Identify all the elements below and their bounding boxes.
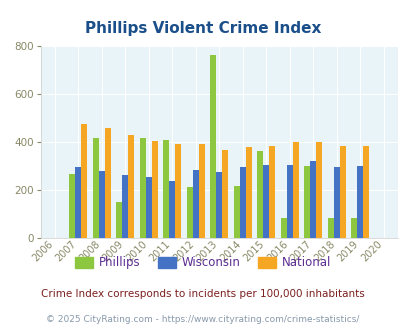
Text: Phillips Violent Crime Index: Phillips Violent Crime Index — [85, 21, 320, 36]
Text: Crime Index corresponds to incidents per 100,000 inhabitants: Crime Index corresponds to incidents per… — [41, 289, 364, 299]
Bar — [122, 175, 128, 238]
Bar — [269, 146, 275, 238]
Bar — [304, 166, 309, 238]
Bar — [93, 138, 98, 238]
Bar — [309, 161, 315, 238]
Bar — [210, 54, 216, 238]
Bar — [140, 138, 145, 238]
Bar — [362, 146, 368, 238]
Bar — [257, 151, 263, 238]
Bar — [233, 186, 239, 238]
Bar — [351, 218, 356, 238]
Bar — [81, 124, 87, 238]
Bar — [198, 144, 204, 238]
Bar — [128, 135, 134, 238]
Bar — [169, 181, 175, 238]
Bar — [286, 165, 292, 238]
Bar — [75, 167, 81, 238]
Bar — [263, 165, 269, 238]
Bar — [69, 174, 75, 238]
Bar — [163, 140, 169, 238]
Text: © 2025 CityRating.com - https://www.cityrating.com/crime-statistics/: © 2025 CityRating.com - https://www.city… — [46, 315, 359, 324]
Bar — [116, 202, 122, 238]
Bar — [292, 142, 298, 238]
Bar — [315, 142, 321, 238]
Bar — [339, 146, 345, 238]
Bar — [216, 172, 222, 238]
Bar — [151, 141, 157, 238]
Bar — [98, 171, 104, 238]
Bar — [280, 218, 286, 238]
Legend: Phillips, Wisconsin, National: Phillips, Wisconsin, National — [70, 252, 335, 274]
Bar — [175, 144, 181, 238]
Bar — [245, 148, 251, 238]
Bar — [186, 187, 192, 238]
Bar — [356, 166, 362, 238]
Bar — [239, 167, 245, 238]
Bar — [222, 150, 228, 238]
Bar — [333, 167, 339, 238]
Bar — [104, 127, 110, 238]
Bar — [192, 170, 198, 238]
Bar — [327, 218, 333, 238]
Bar — [145, 177, 151, 238]
